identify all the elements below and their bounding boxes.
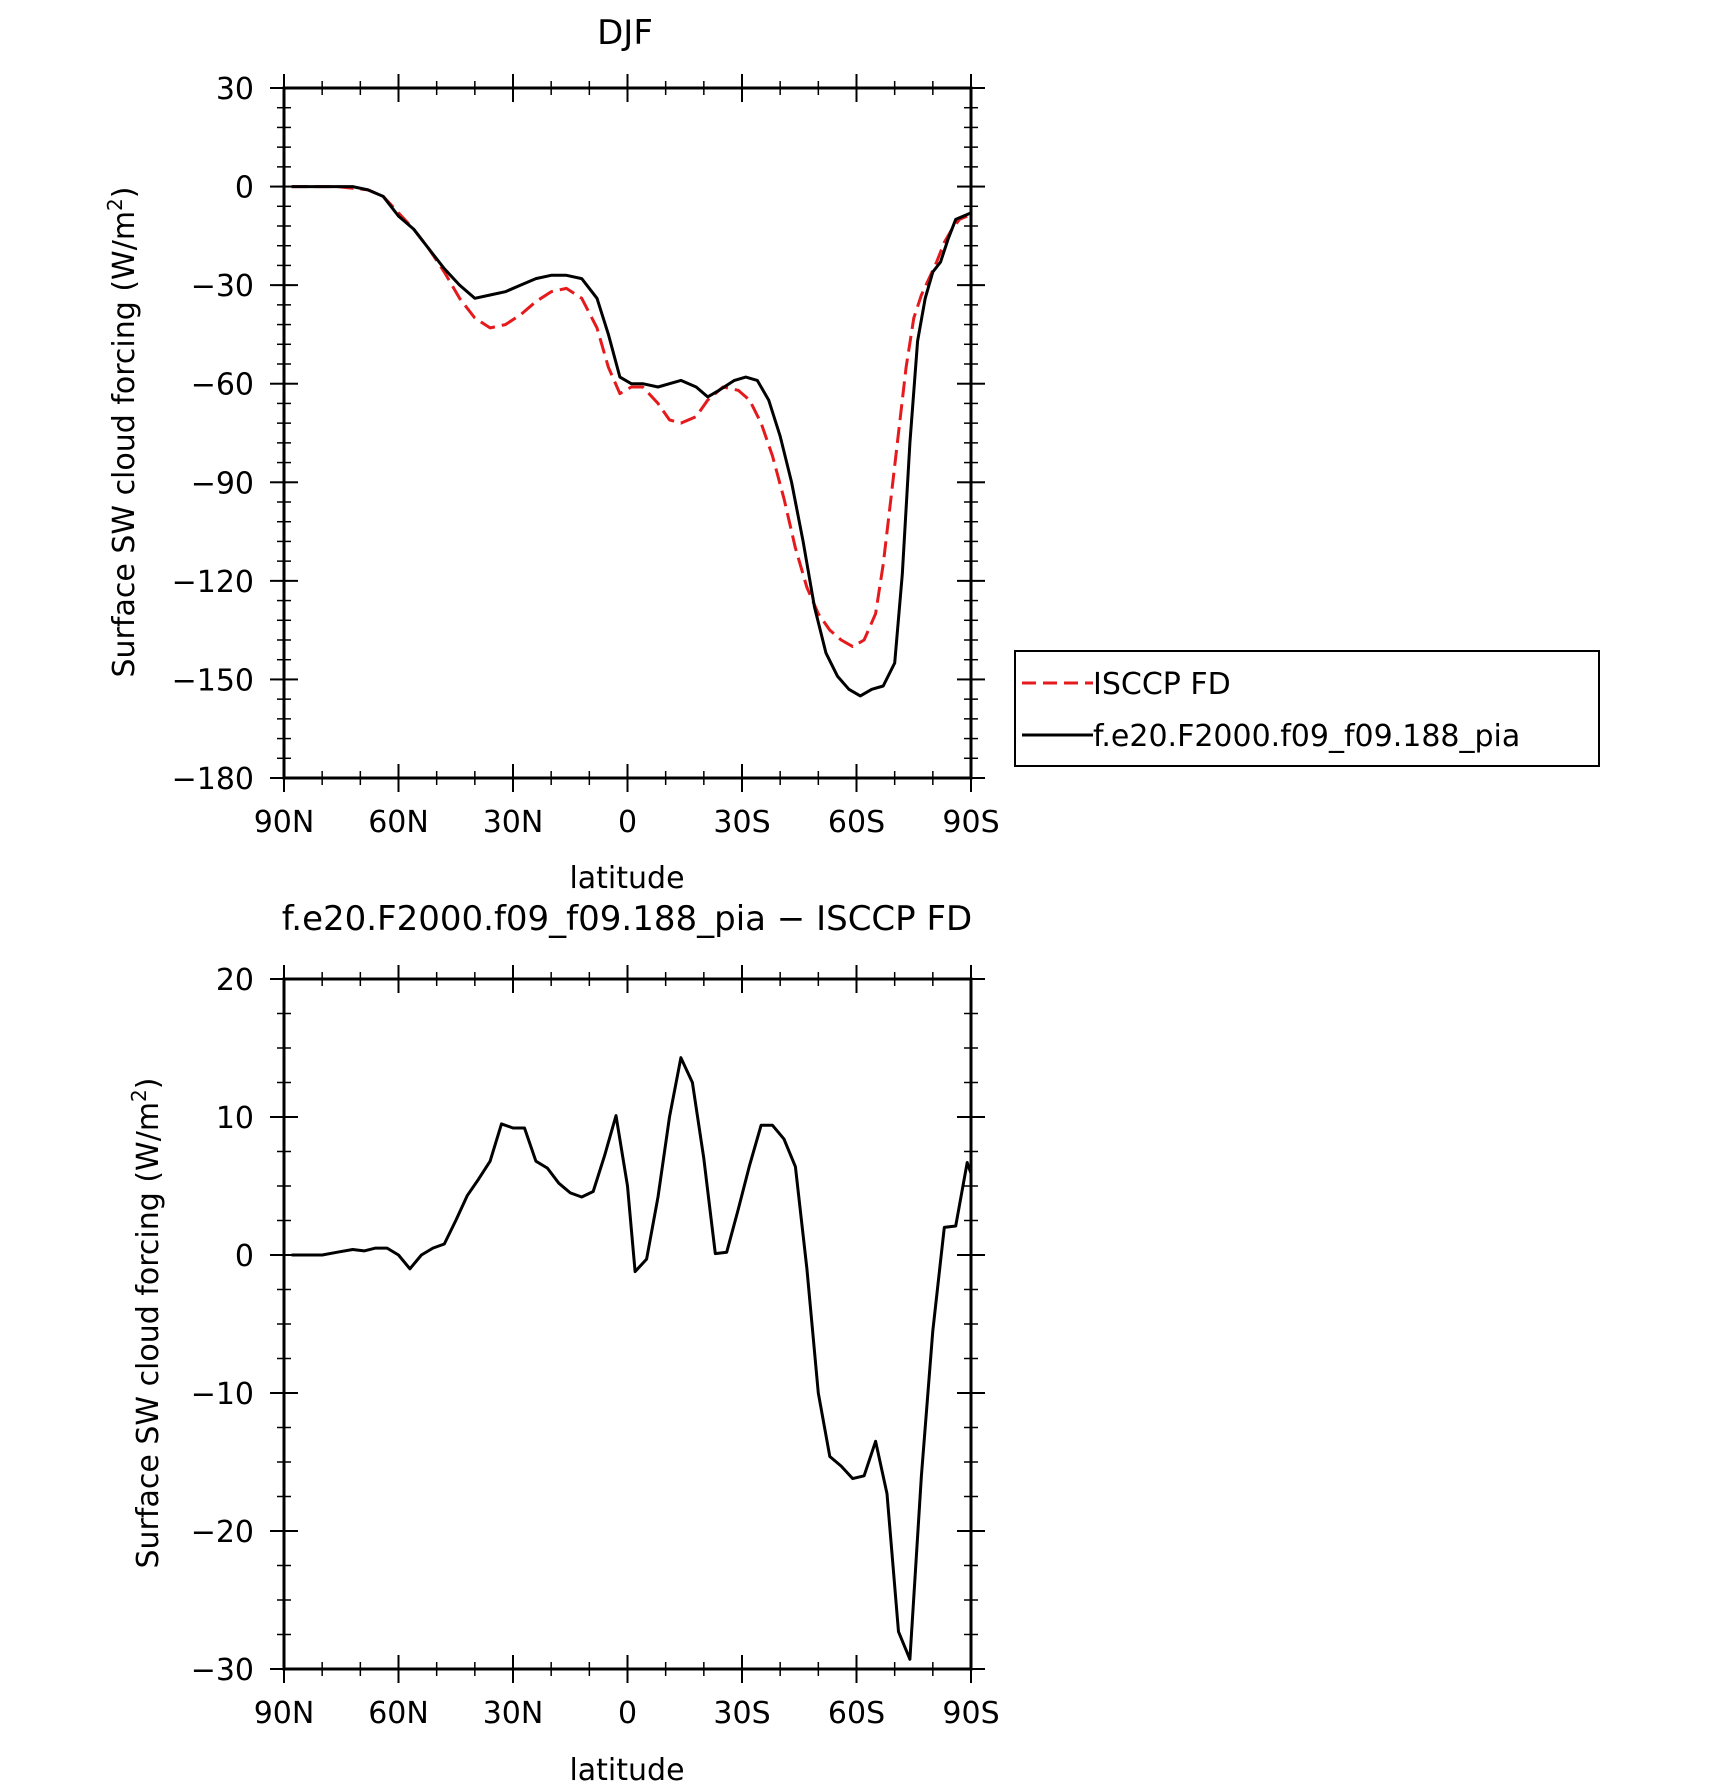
panel-top-ylabel: Surface SW cloud forcing (W/m2) xyxy=(103,186,142,677)
series-line-f-e20-f2000-f09-f09-188-pia xyxy=(291,185,971,698)
y-tick-label: −60 xyxy=(191,368,254,403)
y-tick-label: 0 xyxy=(235,1239,254,1274)
legend: ISCCP FD f.e20.F2000.f09_f09.188_pia xyxy=(1014,650,1600,767)
y-tick-label: −120 xyxy=(172,565,254,600)
x-tick-label: 30N xyxy=(483,1696,544,1731)
x-tick-label: 60N xyxy=(368,805,429,840)
panel-bottom: f.e20.F2000.f09_f09.188_pia − ISCCP FD 9… xyxy=(127,899,1000,1788)
x-tick-label: 30S xyxy=(713,805,770,840)
y-tick-label: 10 xyxy=(216,1101,254,1136)
series-line-difference xyxy=(291,1056,971,1661)
y-tick-label: 20 xyxy=(216,963,254,998)
panel-bottom-ylabel: Surface SW cloud forcing (W/m2) xyxy=(127,1077,166,1568)
y-tick-label: 0 xyxy=(235,171,254,206)
panel-top-series xyxy=(291,185,971,698)
x-tick-label: 30S xyxy=(713,1696,770,1731)
legend-label-isccp: ISCCP FD xyxy=(1093,667,1231,702)
panel-top-title: DJF xyxy=(597,13,653,53)
x-tick-label: 60S xyxy=(828,1696,885,1731)
panel-bottom-xlabel: latitude xyxy=(569,1753,684,1788)
x-tick-label: 90N xyxy=(254,1696,315,1731)
panel-top-ticks: 90N 60N 30N 0 30S 60S 90S 30 0 −30 −60 −90 −120 −150 −… xyxy=(172,72,1000,840)
x-tick-label: 0 xyxy=(618,805,637,840)
y-tick-label: −180 xyxy=(172,762,254,797)
x-tick-label: 30N xyxy=(483,805,544,840)
series-line-isccp-fd xyxy=(291,185,968,649)
x-tick-label: 90S xyxy=(942,805,999,840)
panel-bottom-title: f.e20.F2000.f09_f09.188_pia − ISCCP FD xyxy=(282,899,972,939)
panel-top-frame xyxy=(282,86,973,780)
y-tick-label: −30 xyxy=(191,1653,254,1688)
x-tick-label: 90S xyxy=(942,1696,999,1731)
x-tick-label: 60S xyxy=(828,805,885,840)
x-tick-label: 60N xyxy=(368,1696,429,1731)
y-tick-label: −90 xyxy=(191,466,254,501)
panel-top-xlabel: latitude xyxy=(569,861,684,896)
panel-bottom-ticks: 90N 60N 30N 0 30S 60S 90S 20 10 0 −10 −20 −30 xyxy=(191,963,1000,1731)
y-tick-label: −10 xyxy=(191,1377,254,1412)
y-tick-label: −30 xyxy=(191,269,254,304)
x-tick-label: 90N xyxy=(254,805,315,840)
x-tick-label: 0 xyxy=(618,1696,637,1731)
y-tick-label: −20 xyxy=(191,1515,254,1550)
panel-bottom-series xyxy=(291,1056,971,1661)
y-tick-label: −150 xyxy=(172,663,254,698)
y-tick-label: 30 xyxy=(216,72,254,107)
panel-bottom-frame xyxy=(282,977,973,1671)
panel-top: DJF 90N 60N 30N 0 30S 60S 90S 30 0 −30 −60 −90 −120 −… xyxy=(103,13,1600,896)
legend-box xyxy=(1014,650,1600,767)
legend-label-model: f.e20.F2000.f09_f09.188_pia xyxy=(1093,719,1520,754)
